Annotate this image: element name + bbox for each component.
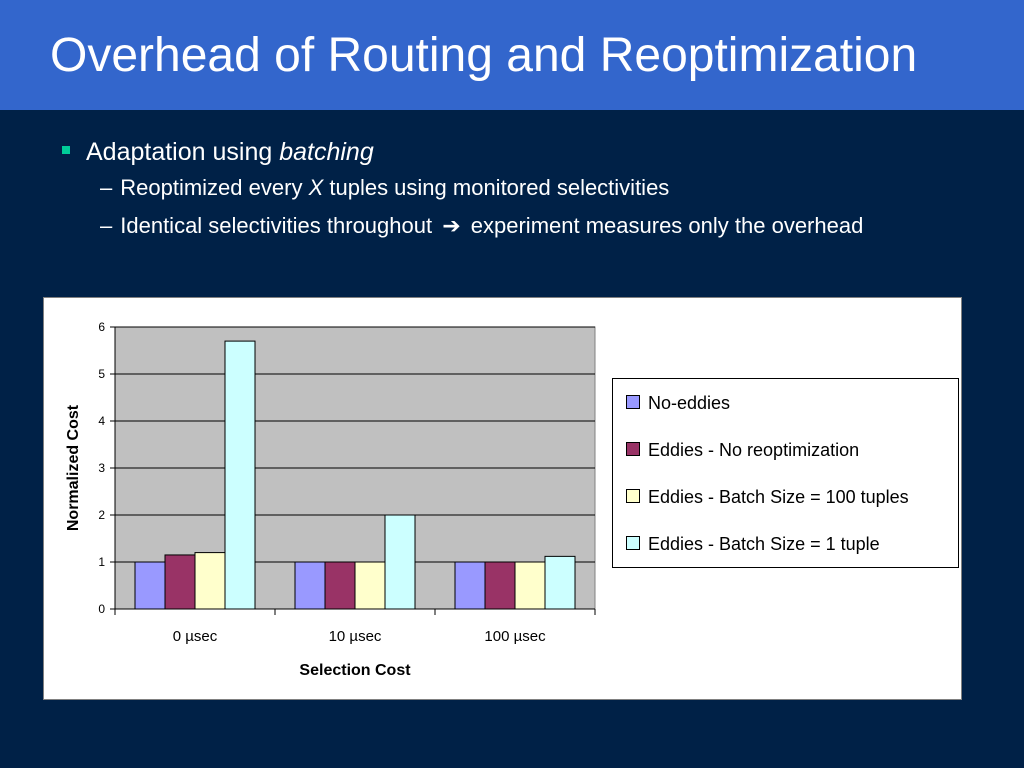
legend-label: No-eddies — [648, 393, 731, 413]
legend-label: Eddies - No reoptimization — [648, 440, 860, 460]
y-tick-label: 1 — [98, 555, 105, 569]
sub-bullet-1-prefix: Reoptimized every — [120, 175, 309, 200]
sub-bullet-1-suffix: tuples using monitored selectivities — [323, 175, 670, 200]
bar — [354, 561, 386, 610]
bar — [454, 561, 486, 610]
title-bar: Overhead of Routing and Reoptimization — [0, 0, 1024, 110]
bar — [294, 561, 326, 610]
y-tick-label: 2 — [98, 508, 105, 522]
legend-swatch — [626, 536, 640, 551]
sub-bullet-2-suffix: experiment measures only the overhead — [464, 213, 864, 238]
bullet-main-emphasis: batching — [279, 138, 374, 166]
bullet-marker-icon — [62, 146, 70, 155]
bar — [544, 555, 576, 610]
legend-item: Eddies - No reoptimization — [626, 439, 859, 461]
legend-item: Eddies - Batch Size = 1 tuple — [626, 533, 880, 555]
bar — [134, 561, 166, 610]
x-axis-title: Selection Cost — [299, 662, 411, 679]
bullet-main: Adaptation using batching — [62, 136, 374, 168]
legend-swatch — [626, 442, 640, 457]
sub-bullet-dash: – — [100, 175, 113, 200]
y-tick-label: 0 — [98, 602, 105, 616]
bar — [384, 514, 416, 610]
y-tick-label: 5 — [98, 367, 105, 381]
sub-bullet-1-emphasis: X — [308, 175, 324, 200]
x-tick-label: 10 µsec — [329, 628, 382, 645]
bar — [324, 561, 356, 610]
sub-bullet-dash: – — [100, 213, 113, 238]
bar — [194, 552, 226, 610]
legend-item: No-eddies — [626, 392, 730, 414]
arrow-right-icon: ➔ — [442, 213, 461, 238]
y-tick-label: 4 — [98, 414, 105, 428]
legend-label: Eddies - Batch Size = 100 tuples — [648, 487, 909, 507]
bar — [164, 554, 196, 610]
slide-title: Overhead of Routing and Reoptimization — [50, 29, 918, 82]
bar — [224, 340, 256, 610]
legend-swatch — [626, 489, 640, 504]
x-tick-label: 100 µsec — [484, 628, 546, 645]
legend-label: Eddies - Batch Size = 1 tuple — [648, 534, 880, 554]
bar-chart: 0 1 2 3 4 5 6 0 µsec 10 µsec 100 µsec Selection Co… — [65, 320, 596, 679]
sub-bullet-1: – Reoptimized every X tuples using monito… — [100, 174, 669, 202]
y-tick-label: 3 — [98, 461, 105, 475]
y-tick-label: 6 — [98, 320, 105, 334]
bar — [514, 561, 546, 610]
chart-frame: 0 1 2 3 4 5 6 0 µsec 10 µsec 100 µsec Selection Co… — [43, 297, 962, 700]
legend-item: Eddies - Batch Size = 100 tuples — [626, 486, 909, 508]
y-axis-title: Normalized Cost — [65, 404, 82, 531]
sub-bullet-2-prefix: Identical selectivities throughout — [120, 213, 439, 238]
bullet-main-prefix: Adaptation using — [86, 138, 280, 166]
x-tick-label: 0 µsec — [173, 628, 218, 645]
chart-legend: No-eddies Eddies - No reoptimization Eddie… — [612, 378, 959, 568]
sub-bullet-2: – Identical selectivities throughout ➔ ex… — [100, 212, 863, 240]
bar — [484, 561, 516, 610]
legend-swatch — [626, 395, 640, 410]
